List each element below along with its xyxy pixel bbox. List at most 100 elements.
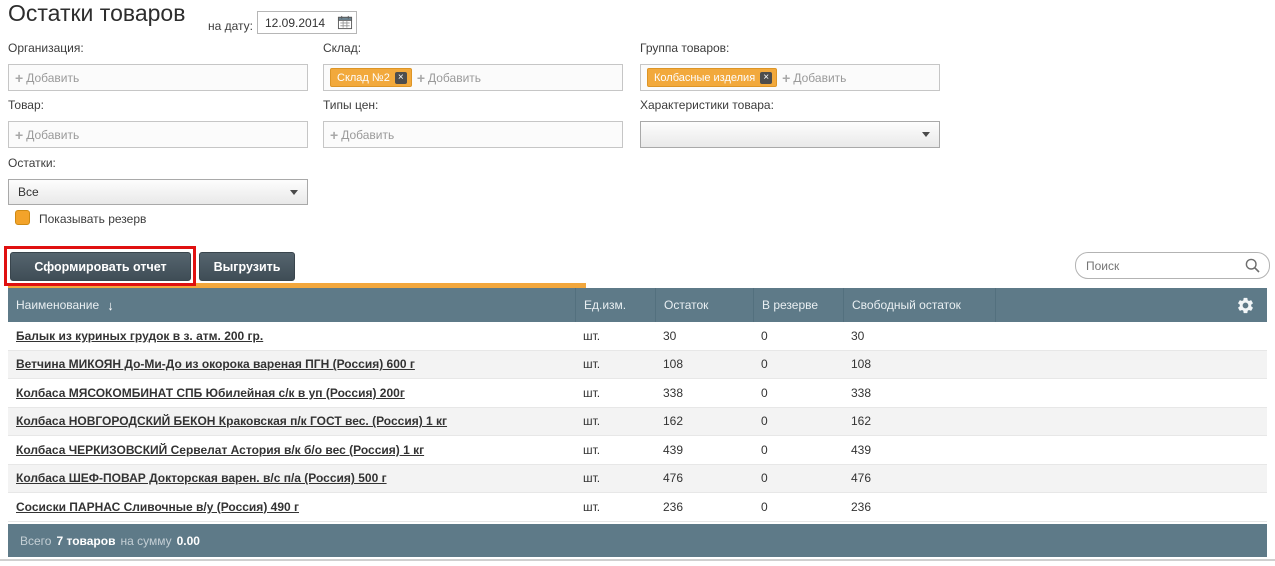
cell-reserve: 0 (761, 471, 768, 486)
table-row: Ветчина МИКОЯН До-Ми-До из окорока варен… (8, 350, 1267, 379)
summary-prefix: Всего (20, 533, 52, 548)
cell-reserve: 0 (761, 499, 768, 514)
plus-icon: + (330, 126, 339, 143)
cell-reserve: 0 (761, 385, 768, 400)
date-value: 12.09.2014 (265, 15, 326, 30)
table-row: Колбаса ШЕФ-ПОВАР Докторская варен. в/с … (8, 464, 1267, 493)
date-input[interactable]: 12.09.2014 (257, 11, 357, 34)
price-types-input[interactable]: + Добавить (323, 121, 623, 148)
organization-placeholder: Добавить (26, 70, 80, 85)
gear-icon[interactable] (1236, 296, 1255, 315)
product-link[interactable]: Колбаса ШЕФ-ПОВАР Докторская варен. в/с … (16, 471, 387, 486)
cell-stock: 162 (663, 414, 684, 429)
warehouse-tag: Склад №2 × (330, 68, 412, 87)
column-header-name[interactable]: Наименование ↓ (8, 288, 575, 322)
warehouse-placeholder: Добавить (428, 70, 482, 85)
summary-bar: Всего 7 товаров на сумму 0.00 (8, 524, 1267, 557)
product-placeholder: Добавить (26, 127, 80, 142)
table-header: Наименование ↓ Ед.изм. Остаток В резерве… (8, 288, 1267, 322)
table-row: Колбаса ЧЕРКИЗОВСКИЙ Сервелат Астория в/… (8, 436, 1267, 465)
chevron-down-icon (922, 132, 930, 137)
cell-stock: 476 (663, 471, 684, 486)
cell-free: 338 (851, 385, 872, 400)
table-row: Сосиски ПАРНАС Сливочные в/у (Россия) 49… (8, 493, 1267, 522)
product-group-input[interactable]: Колбасные изделия × + Добавить (640, 64, 940, 91)
characteristics-label: Характеристики товара: (640, 98, 774, 112)
cell-reserve: 0 (761, 357, 768, 372)
column-header-name-label: Наименование (16, 298, 100, 312)
column-header-unit[interactable]: Ед.изм. (575, 288, 655, 322)
cell-stock: 338 (663, 385, 684, 400)
cell-stock: 236 (663, 499, 684, 514)
cell-unit: шт. (583, 385, 601, 400)
cell-reserve: 0 (761, 442, 768, 457)
plus-icon: + (15, 126, 24, 143)
product-label: Товар: (8, 98, 44, 112)
column-header-free[interactable]: Свободный остаток (843, 288, 995, 322)
search-box (1075, 252, 1270, 279)
cell-reserve: 0 (761, 328, 768, 343)
product-link[interactable]: Колбаса МЯСОКОМБИНАТ СПБ Юбилейная с/к в… (16, 385, 405, 400)
column-header-reserve[interactable]: В резерве (753, 288, 843, 322)
cell-stock: 439 (663, 442, 684, 457)
remove-warehouse-tag-icon[interactable]: × (394, 71, 407, 84)
price-types-label: Типы цен: (323, 98, 379, 112)
summary-middle: на сумму (120, 533, 172, 548)
warehouse-label: Склад: (323, 41, 362, 55)
cell-free: 476 (851, 471, 872, 486)
warehouse-tag-label: Склад №2 (337, 71, 390, 84)
cell-free: 439 (851, 442, 872, 457)
organization-input[interactable]: + Добавить (8, 64, 308, 91)
plus-icon: + (15, 69, 24, 86)
product-link[interactable]: Ветчина МИКОЯН До-Ми-До из окорока варен… (16, 357, 415, 372)
product-group-tag-label: Колбасные изделия (654, 71, 756, 84)
plus-icon: + (782, 69, 791, 86)
cell-unit: шт. (583, 328, 601, 343)
search-input[interactable] (1086, 258, 1244, 273)
price-types-placeholder: Добавить (341, 127, 395, 142)
summary-sum: 0.00 (176, 533, 200, 548)
cell-unit: шт. (583, 442, 601, 457)
stock-filter-select[interactable]: Все (8, 179, 308, 205)
plus-icon: + (416, 69, 425, 86)
cell-unit: шт. (583, 414, 601, 429)
product-group-tag: Колбасные изделия × (647, 68, 778, 87)
cell-free: 30 (851, 328, 865, 343)
product-input[interactable]: + Добавить (8, 121, 308, 148)
table-row: Колбаса НОВГОРОДСКИЙ БЕКОН Краковская п/… (8, 407, 1267, 436)
cell-free: 162 (851, 414, 872, 429)
column-header-tools (995, 288, 1267, 322)
product-link[interactable]: Колбаса ЧЕРКИЗОВСКИЙ Сервелат Астория в/… (16, 442, 425, 457)
column-header-stock[interactable]: Остаток (655, 288, 753, 322)
remove-product-group-tag-icon[interactable]: × (760, 71, 773, 84)
cell-unit: шт. (583, 471, 601, 486)
search-icon[interactable] (1244, 257, 1261, 274)
product-group-label: Группа товаров: (640, 41, 730, 55)
export-button[interactable]: Выгрузить (199, 252, 295, 281)
table-body: Балык из куриных грудок в з. атм. 200 гр… (8, 322, 1267, 522)
table-row: Колбаса МЯСОКОМБИНАТ СПБ Юбилейная с/к в… (8, 379, 1267, 408)
sort-desc-icon[interactable]: ↓ (107, 297, 114, 313)
show-reserve-checkbox[interactable] (15, 210, 30, 225)
cell-stock: 30 (663, 328, 677, 343)
calendar-icon[interactable] (337, 15, 353, 30)
characteristics-select[interactable] (640, 121, 940, 148)
progress-bar (8, 283, 586, 288)
product-link[interactable]: Сосиски ПАРНАС Сливочные в/у (Россия) 49… (16, 499, 299, 514)
generate-report-button[interactable]: Сформировать отчет (10, 252, 191, 281)
cell-reserve: 0 (761, 414, 768, 429)
product-link[interactable]: Колбаса НОВГОРОДСКИЙ БЕКОН Краковская п/… (16, 414, 448, 429)
show-reserve-label: Показывать резерв (39, 212, 147, 226)
cell-unit: шт. (583, 499, 601, 514)
summary-count: 7 товаров (56, 533, 116, 548)
cell-free: 236 (851, 499, 872, 514)
product-link[interactable]: Балык из куриных грудок в з. атм. 200 гр… (16, 328, 264, 343)
cell-stock: 108 (663, 357, 684, 372)
page-title: Остатки товаров (8, 0, 186, 26)
cell-unit: шт. (583, 357, 601, 372)
table-row: Балык из куриных грудок в з. атм. 200 гр… (8, 322, 1267, 351)
warehouse-input[interactable]: Склад №2 × + Добавить (323, 64, 623, 91)
stock-filter-label: Остатки: (8, 156, 56, 170)
chevron-down-icon (290, 189, 298, 195)
